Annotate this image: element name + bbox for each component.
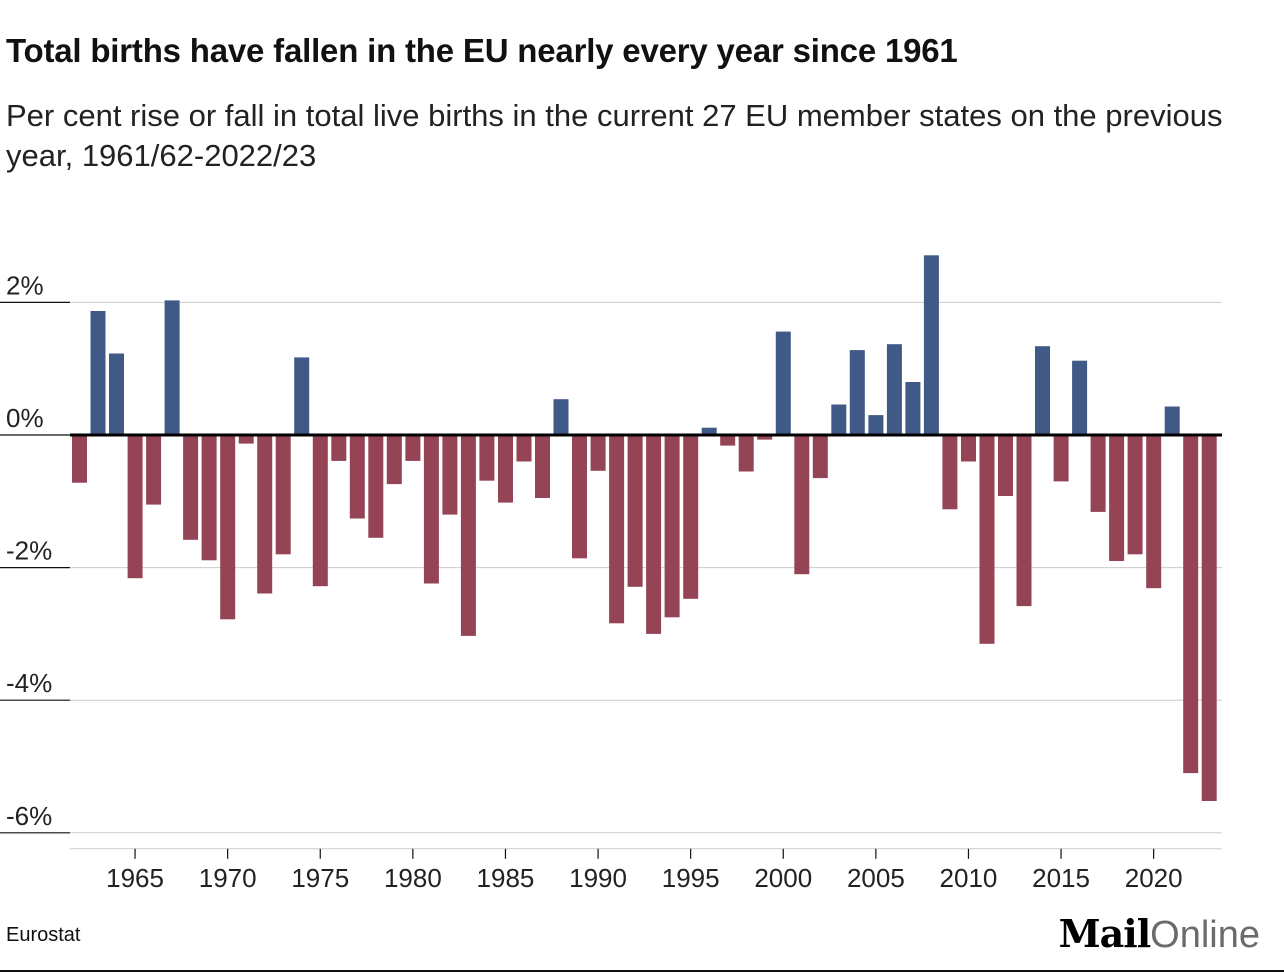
bar-2017 <box>1090 435 1106 512</box>
x-tick-label: 2010 <box>940 863 998 890</box>
y-tick-label: 0% <box>6 403 44 433</box>
bar-2015 <box>1053 435 1069 482</box>
bar-1990 <box>590 435 606 471</box>
bar-2016 <box>1072 360 1088 435</box>
bar-2006 <box>886 344 902 435</box>
x-tick-label: 1985 <box>477 863 535 890</box>
bar-1966 <box>146 435 162 505</box>
bar-1975 <box>312 435 328 587</box>
bar-2012 <box>998 435 1013 496</box>
x-tick-label: 1965 <box>106 863 164 890</box>
bar-1964 <box>109 353 124 435</box>
bar-2023 <box>1201 435 1217 801</box>
bar-1996 <box>701 427 717 435</box>
bar-1991 <box>609 435 625 624</box>
bar-1993 <box>646 435 662 634</box>
bar-2020 <box>1146 435 1162 589</box>
bar-1978 <box>368 435 384 538</box>
bar-1995 <box>683 435 699 599</box>
bar-1968 <box>183 435 199 540</box>
bar-1972 <box>257 435 273 594</box>
bar-1987 <box>535 435 550 498</box>
logo-mail-text: Mail <box>1058 911 1152 956</box>
bar-2001 <box>794 435 810 575</box>
bar-2002 <box>812 435 828 479</box>
bottom-rule <box>0 970 1284 972</box>
bar-1981 <box>423 435 439 584</box>
bar-2005 <box>868 415 884 435</box>
bar-2013 <box>1016 435 1032 607</box>
bar-2014 <box>1035 346 1050 435</box>
y-tick-label: 2% <box>6 270 44 300</box>
bar-1983 <box>460 435 476 636</box>
bar-2010 <box>961 435 976 462</box>
bar-2007 <box>905 382 921 435</box>
bar-1982 <box>442 435 458 515</box>
bar-1973 <box>275 435 291 555</box>
bar-1963 <box>90 311 106 435</box>
bar-2018 <box>1109 435 1125 561</box>
bar-2021 <box>1164 406 1180 435</box>
y-tick-label: -6% <box>6 801 52 831</box>
bars <box>72 255 1217 801</box>
chart-subtitle: Per cent rise or fall in total live birt… <box>6 98 1223 173</box>
bar-2011 <box>979 435 995 644</box>
bar-2009 <box>942 435 958 510</box>
bar-1980 <box>405 435 421 461</box>
x-tick-label: 2015 <box>1032 863 1090 890</box>
mailonline-logo: MailOnline <box>1059 908 1260 961</box>
bar-chart: 2%0%-2%-4%-6% 1965 1970 1975 1980 1985 1990 19… <box>0 255 1222 890</box>
x-tick-label: 1970 <box>199 863 257 890</box>
bar-1969 <box>201 435 217 561</box>
y-axis-labels: 2% 0% -2% -4% -6% <box>0 270 70 834</box>
bar-1994 <box>664 435 680 618</box>
bar-2000 <box>775 331 791 435</box>
bar-1992 <box>627 435 643 587</box>
bar-1997 <box>720 435 736 446</box>
x-tick-label: 2020 <box>1125 863 1183 890</box>
x-tick-label: 2005 <box>847 863 905 890</box>
bar-1989 <box>572 435 587 559</box>
x-tick-label: 1980 <box>384 863 442 890</box>
y-tick-label: -4% <box>6 668 52 698</box>
bar-1962 <box>72 435 87 483</box>
logo-online-text: Online <box>1150 914 1260 956</box>
bar-1974 <box>294 357 310 435</box>
bar-2008 <box>923 255 939 435</box>
bar-1965 <box>127 435 143 579</box>
bar-1988 <box>553 399 569 435</box>
bar-1979 <box>386 435 402 485</box>
bar-1985 <box>498 435 513 503</box>
bar-1999 <box>757 435 773 440</box>
bar-2003 <box>831 404 847 435</box>
x-tick-label: 1995 <box>662 863 720 890</box>
bar-1970 <box>220 435 236 620</box>
y-tick-label: -2% <box>6 536 52 566</box>
bar-2019 <box>1127 435 1143 555</box>
bar-1977 <box>349 435 365 519</box>
bar-1967 <box>164 300 180 435</box>
bar-2022 <box>1183 435 1199 774</box>
bar-1976 <box>331 435 347 461</box>
x-axis-labels: 1965 1970 1975 1980 1985 1990 1995 2000 2005 2010… <box>106 848 1183 890</box>
x-tick-label: 1990 <box>569 863 627 890</box>
bar-1998 <box>738 435 754 472</box>
bar-1971 <box>238 435 254 444</box>
x-tick-label: 2000 <box>754 863 812 890</box>
bar-2004 <box>849 350 865 435</box>
bar-1984 <box>479 435 495 481</box>
bar-1986 <box>516 435 532 462</box>
chart-title: Total births have fallen in the EU nearl… <box>6 32 958 69</box>
source-note: Eurostat <box>6 924 81 946</box>
x-tick-label: 1975 <box>291 863 349 890</box>
